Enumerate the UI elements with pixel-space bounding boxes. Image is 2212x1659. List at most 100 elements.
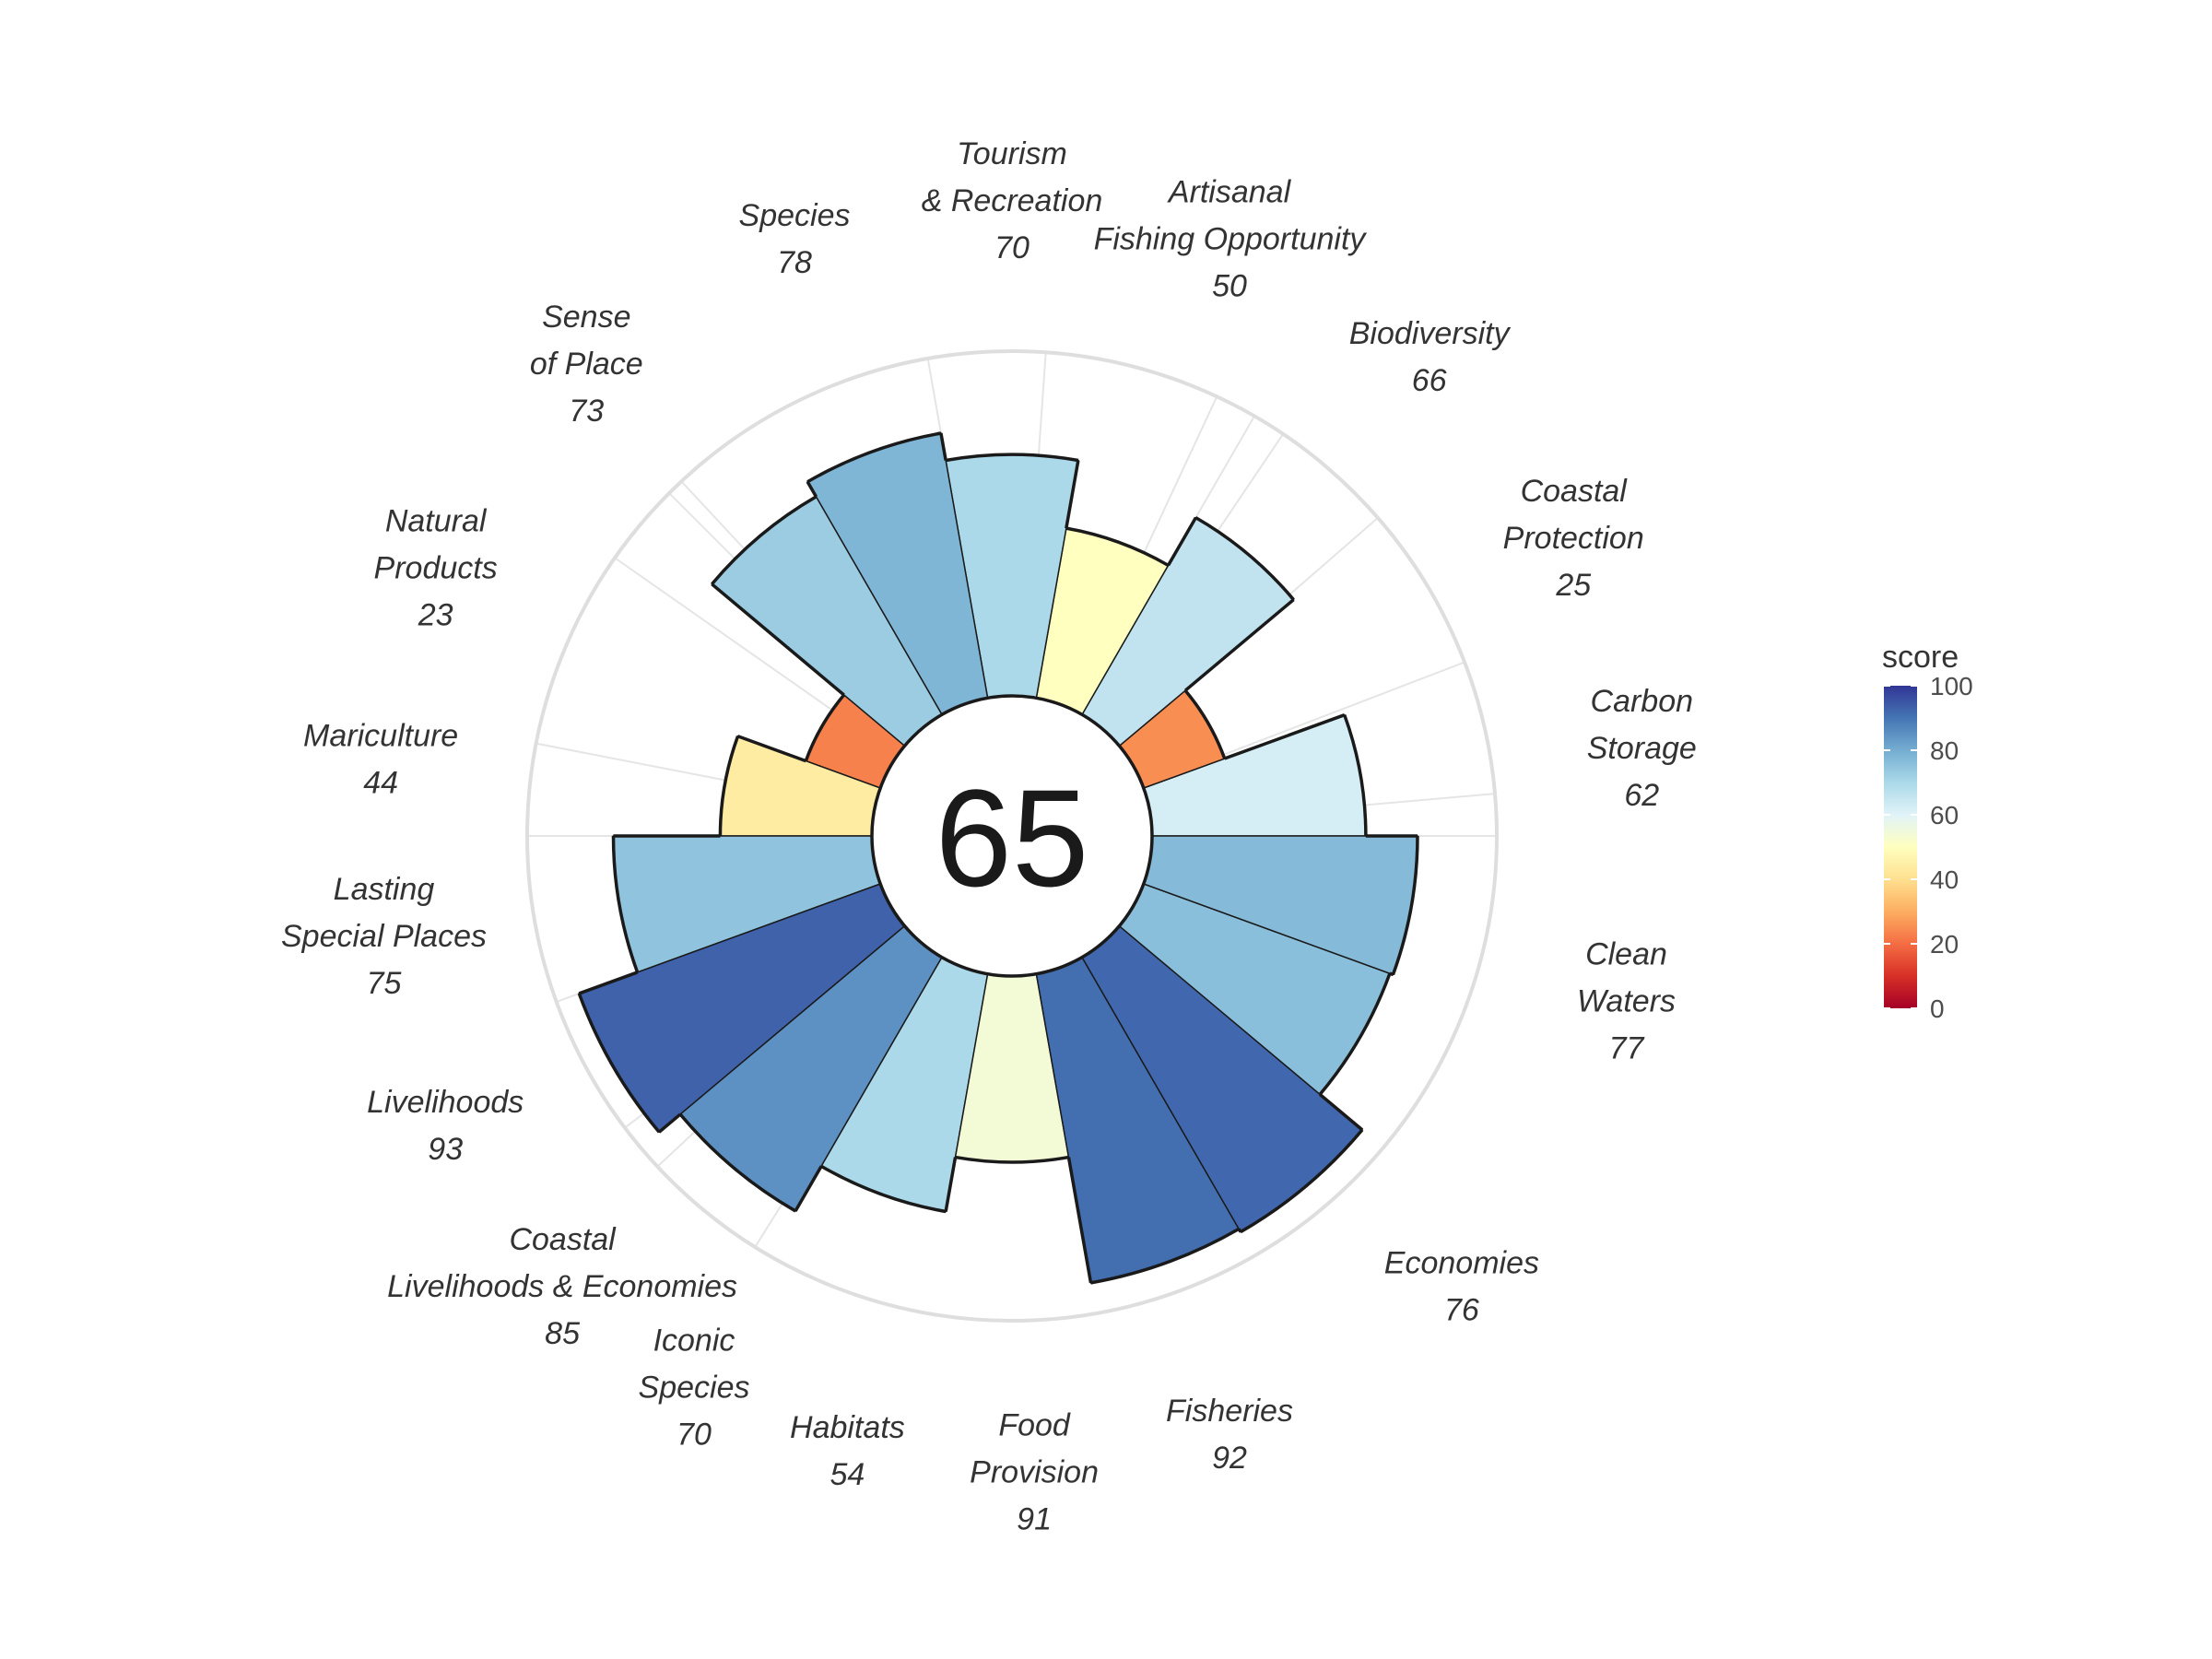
goal-score: 54 [830, 1457, 865, 1492]
goal-label-line: Biodiversity [1349, 316, 1512, 351]
goal-label: Mariculture 44 [303, 718, 458, 800]
goal-label: Iconic Species 70 [639, 1324, 750, 1453]
petal-side-edge [578, 971, 639, 995]
petal-outer-edge [1391, 835, 1419, 976]
petal-outer-edge [711, 495, 818, 585]
goal-label: Tourism & Recreation 70 [922, 136, 1103, 265]
goal-labels: Carbon Storage 62 Coastal Protection 25 Biodiv… [281, 136, 1697, 1537]
petal-outer-edge [611, 835, 640, 973]
legend-colorbar [1884, 686, 1917, 1008]
petal-side-edge [657, 1112, 682, 1134]
petal-outer-edge [1183, 689, 1227, 759]
center-score: 65 [935, 760, 1089, 915]
goal-label-line: Species [739, 198, 851, 233]
petal-side-edge [1319, 1093, 1364, 1132]
petal-side-edge [1224, 713, 1346, 760]
legend-tick-label: 60 [1930, 801, 1959, 830]
petal-outer-edge [1343, 714, 1368, 837]
goal-score: 85 [545, 1316, 580, 1351]
color-legend: score 0 20 40 60 80 100 [1882, 640, 1973, 1023]
legend-ticks: 0 20 40 60 80 100 [1884, 672, 1973, 1023]
petal-side-edge [1066, 1157, 1093, 1284]
goal-label: Livelihoods 93 [367, 1085, 524, 1167]
goal-label-line: Coastal [509, 1222, 617, 1257]
legend-tick-label: 20 [1930, 930, 1959, 959]
goal-score: 50 [1212, 269, 1247, 304]
goal-label: Lasting Special Places 75 [281, 872, 487, 1001]
goal-label-line: Livelihoods [367, 1085, 524, 1120]
goal-label-line: Species [639, 1371, 750, 1406]
petal-side-edge [1065, 460, 1080, 529]
goal-label-line: Habitats [790, 1410, 905, 1445]
goal-label-line: Waters [1577, 984, 1676, 1019]
petal-outer-edge [1065, 526, 1170, 567]
petal-side-edge [1237, 1228, 1242, 1233]
petal-outer-edge [1194, 516, 1295, 601]
petal-side-edge [1389, 971, 1394, 977]
petal-outer-edge [820, 1164, 947, 1214]
goal-score: 66 [1412, 363, 1447, 398]
legend-tick-label: 0 [1930, 994, 1945, 1023]
petal-side-edge [794, 1165, 823, 1212]
goal-label-line: Artisanal [1167, 175, 1292, 210]
petal-outer-edge [955, 1155, 1069, 1164]
petal-outer-edge [718, 735, 740, 837]
goal-label: Biodiversity 66 [1349, 316, 1512, 398]
petal-side-edge [1183, 598, 1295, 692]
goal-label-line: Special Places [281, 919, 487, 954]
goal-label: Coastal Livelihoods & Economies 85 [387, 1222, 737, 1351]
goal-label-line: Clean [1585, 937, 1667, 972]
goal-score: 75 [367, 966, 402, 1001]
legend-title: score [1882, 640, 1959, 675]
goal-score: 70 [677, 1418, 712, 1453]
goal-label-line: Food [998, 1408, 1071, 1443]
legend-tick-label: 80 [1930, 736, 1959, 765]
goal-label-line: of Place [530, 347, 643, 382]
goal-score: 73 [569, 394, 604, 429]
goal-score: 70 [994, 230, 1030, 265]
goal-label-line: Livelihoods & Economies [387, 1269, 737, 1304]
petal-outer-edge [945, 453, 1079, 463]
goal-score: 76 [1444, 1292, 1479, 1327]
petal-outer-edge [678, 1112, 796, 1213]
goal-label-line: Provision [970, 1455, 1099, 1490]
goal-label: Natural Products 23 [374, 503, 498, 632]
goal-label-line: Natural [385, 503, 488, 538]
goal-label: Fisheries 92 [1166, 1394, 1293, 1476]
goal-label: Artisanal Fishing Opportunity 50 [1094, 175, 1368, 304]
goal-label-line: & Recreation [922, 183, 1103, 218]
goal-label-line: Mariculture [303, 718, 458, 753]
goal-score: 25 [1555, 568, 1591, 603]
goal-label-line: Storage [1587, 731, 1697, 766]
goal-score: 93 [428, 1132, 463, 1167]
goal-label-line: Protection [1503, 521, 1644, 556]
goal-label: Habitats 54 [790, 1410, 905, 1492]
goal-label: Coastal Protection 25 [1503, 474, 1644, 603]
center-hub [870, 694, 1154, 978]
goal-label-line: Economies [1384, 1245, 1539, 1280]
petals [578, 432, 1418, 1284]
goal-label-line: Lasting [334, 872, 435, 907]
goal-score: 62 [1624, 778, 1659, 813]
goal-score: 23 [418, 597, 453, 632]
goal-label: Economies 76 [1384, 1245, 1539, 1327]
goal-label: Sense of Place 73 [530, 300, 643, 429]
petal-outlines [577, 431, 1419, 1285]
petal-side-edge [711, 582, 845, 697]
petal-side-edge [806, 480, 818, 498]
petal-side-edge [944, 1157, 958, 1212]
petal-outer-edge [804, 693, 846, 762]
petal-side-edge [939, 432, 947, 461]
goal-score: 91 [1017, 1502, 1052, 1537]
petal-outer-edge [1090, 1227, 1241, 1285]
goal-score: 77 [1609, 1031, 1645, 1066]
goal-score: 92 [1212, 1441, 1247, 1476]
goal-label: Species 78 [739, 198, 851, 280]
petal-outer-edge [577, 993, 661, 1134]
goal-label: Food Provision 91 [970, 1408, 1099, 1537]
grid-outer-circle [525, 349, 1499, 1323]
goal-label-line: Carbon [1591, 684, 1694, 719]
goal-label: Carbon Storage 62 [1587, 684, 1697, 813]
goal-label-line: Fishing Opportunity [1094, 222, 1368, 257]
